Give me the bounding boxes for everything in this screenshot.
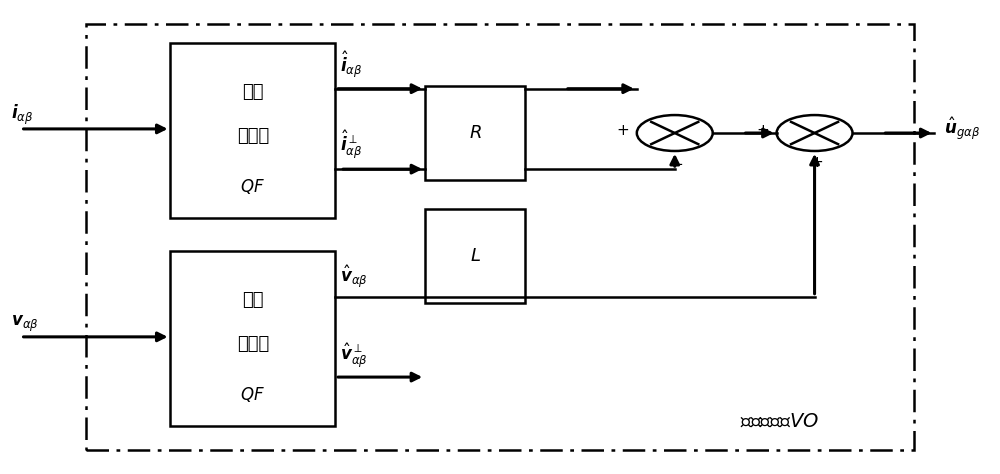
- Text: $L$: $L$: [470, 247, 481, 265]
- Text: $\hat{\boldsymbol{v}}^{\perp}_{\alpha\beta}$: $\hat{\boldsymbol{v}}^{\perp}_{\alpha\be…: [340, 341, 368, 370]
- Text: $\boldsymbol{v}_{\alpha\beta}$: $\boldsymbol{v}_{\alpha\beta}$: [11, 314, 38, 335]
- Bar: [86, 24, 914, 450]
- Text: $\hat{\boldsymbol{i}}^{\perp}_{\alpha\beta}$: $\hat{\boldsymbol{i}}^{\perp}_{\alpha\be…: [340, 128, 363, 161]
- Text: 电压观测器$VO$: 电压观测器$VO$: [740, 412, 819, 431]
- Text: $QF$: $QF$: [240, 385, 265, 404]
- Bar: [425, 86, 525, 180]
- Text: $\hat{\boldsymbol{i}}_{\alpha\beta}$: $\hat{\boldsymbol{i}}_{\alpha\beta}$: [340, 49, 363, 80]
- Text: $\hat{\boldsymbol{u}}_{g\alpha\beta}$: $\hat{\boldsymbol{u}}_{g\alpha\beta}$: [944, 115, 981, 142]
- Text: 滤波器: 滤波器: [237, 335, 269, 353]
- Bar: [170, 251, 335, 426]
- Text: 滤波器: 滤波器: [237, 127, 269, 145]
- Text: 正交: 正交: [242, 83, 264, 101]
- Bar: [170, 43, 335, 218]
- Text: +: +: [810, 155, 823, 170]
- Text: $-$: $-$: [670, 155, 683, 170]
- Text: $QF$: $QF$: [240, 177, 265, 196]
- Text: 正交: 正交: [242, 291, 264, 309]
- Text: $\boldsymbol{i}_{\alpha\beta}$: $\boldsymbol{i}_{\alpha\beta}$: [11, 102, 33, 127]
- Text: $R$: $R$: [469, 124, 481, 142]
- Text: $\hat{\boldsymbol{v}}_{\alpha\beta}$: $\hat{\boldsymbol{v}}_{\alpha\beta}$: [340, 263, 368, 290]
- Bar: [425, 209, 525, 303]
- Text: +: +: [756, 123, 769, 138]
- Text: +: +: [616, 123, 629, 138]
